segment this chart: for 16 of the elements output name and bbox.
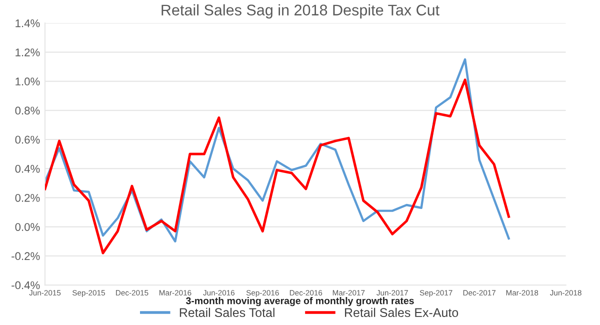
line-series [45, 78, 510, 254]
y-tick-label: 1.0% [16, 78, 40, 86]
y-tick-label: -0.4% [12, 281, 40, 290]
y-tick-label: -0.2% [12, 252, 40, 260]
y-tick-label: 0.8% [15, 106, 40, 115]
y-tick-label: 0.4% [15, 164, 40, 173]
y-tick-label: 0.2% [15, 194, 40, 202]
y-tick-label: 1.2% [16, 48, 40, 56]
x-axis-title: 3-month moving average of monthly growth rates [186, 297, 414, 306]
line-series [45, 58, 510, 242]
y-tick-label: 0.6% [15, 136, 40, 144]
legend-label: Retail Sales Ex-Auto [345, 308, 458, 318]
chart-title: Retail Sales Sag in 2018 Despite Tax Cut [162, 4, 440, 18]
y-tick-label: 1.4% [16, 19, 40, 28]
legend-label: Retail Sales Total [180, 308, 274, 318]
y-tick-label: 0.0% [15, 223, 40, 231]
